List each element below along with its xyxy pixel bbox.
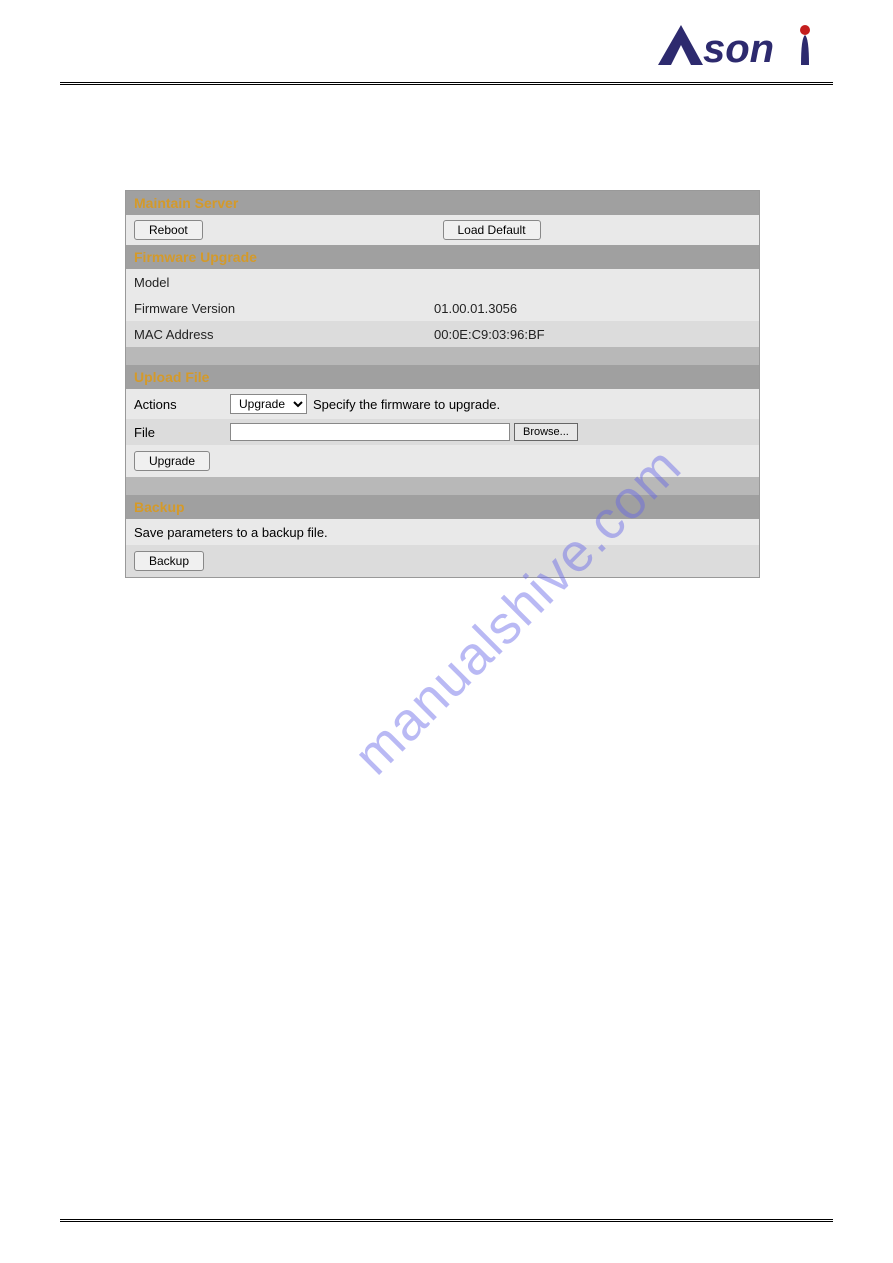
spacer-1 [126, 347, 759, 365]
actions-select[interactable]: Upgrade [230, 394, 307, 414]
firmware-version-label: Firmware Version [134, 301, 434, 316]
backup-button-row: Backup [126, 545, 759, 577]
firmware-version-value: 01.00.01.3056 [434, 301, 517, 316]
spacer-2 [126, 477, 759, 495]
page-footer [60, 1215, 833, 1223]
model-label: Model [134, 275, 254, 290]
mac-address-value: 00:0E:C9:03:96:BF [434, 327, 545, 342]
upgrade-button[interactable]: Upgrade [134, 451, 210, 471]
svg-text:son: son [703, 27, 774, 70]
maintenance-panel: Maintain Server Reboot Load Default Firm… [125, 190, 760, 578]
logo-area: son [60, 20, 833, 78]
file-row: File Browse... [126, 419, 759, 445]
load-default-button[interactable]: Load Default [443, 220, 541, 240]
maintain-buttons-row: Reboot Load Default [126, 215, 759, 245]
firmware-upgrade-header: Firmware Upgrade [126, 245, 759, 269]
maintain-server-header: Maintain Server [126, 191, 759, 215]
asoni-logo: son [653, 20, 833, 70]
page-header: son [0, 0, 893, 96]
header-divider [60, 82, 833, 86]
file-path-field[interactable] [230, 423, 510, 441]
reboot-button[interactable]: Reboot [134, 220, 203, 240]
backup-description: Save parameters to a backup file. [134, 525, 328, 540]
file-label: File [134, 425, 230, 440]
footer-divider [60, 1219, 833, 1223]
upload-file-header: Upload File [126, 365, 759, 389]
backup-header: Backup [126, 495, 759, 519]
backup-button[interactable]: Backup [134, 551, 204, 571]
firmware-version-row: Firmware Version 01.00.01.3056 [126, 295, 759, 321]
model-row: Model [126, 269, 759, 295]
actions-label: Actions [134, 397, 224, 412]
actions-hint: Specify the firmware to upgrade. [313, 397, 500, 412]
upgrade-button-row: Upgrade [126, 445, 759, 477]
backup-description-row: Save parameters to a backup file. [126, 519, 759, 545]
browse-button[interactable]: Browse... [514, 423, 578, 441]
actions-row: Actions Upgrade Specify the firmware to … [126, 389, 759, 419]
mac-address-row: MAC Address 00:0E:C9:03:96:BF [126, 321, 759, 347]
mac-address-label: MAC Address [134, 327, 434, 342]
